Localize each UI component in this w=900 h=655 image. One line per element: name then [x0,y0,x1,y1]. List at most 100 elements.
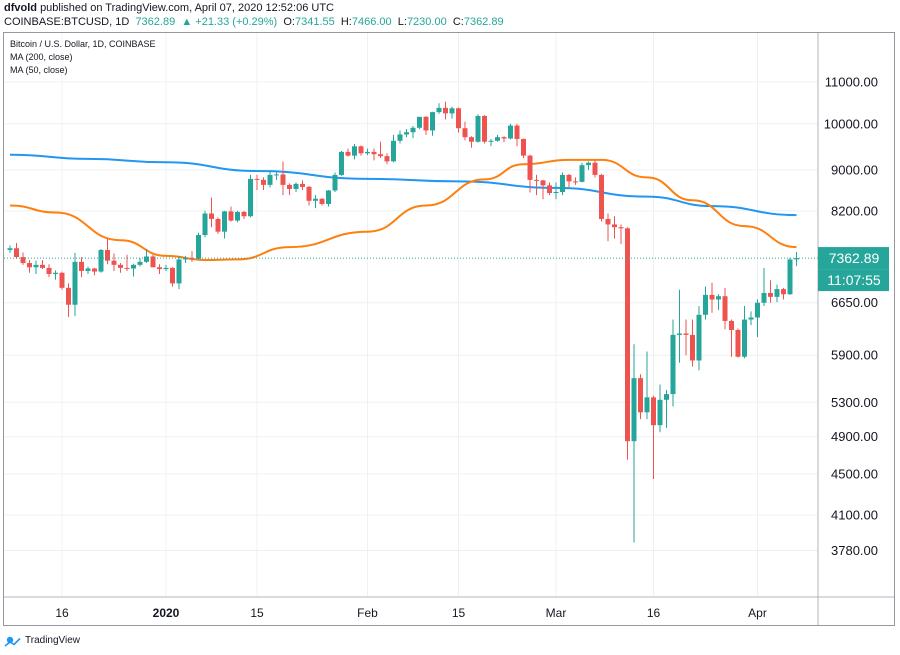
candle [59,271,65,290]
candle [768,280,773,303]
candle [53,270,58,280]
candle [547,182,552,196]
candle [72,252,78,317]
candle-body [150,256,156,268]
x-tick-label: 16 [647,606,661,620]
candle-body [261,179,266,185]
candle-body [306,186,312,201]
candle-body [378,154,383,157]
x-tick-label: 15 [250,606,264,620]
candle [391,134,396,163]
candle-body [781,289,786,295]
candle [696,306,702,371]
candle-body [105,249,110,261]
candle-body [547,185,552,194]
candle-body [287,184,292,189]
ma50-line [9,158,797,262]
candle [742,306,747,359]
candle-body [618,227,624,229]
brand-name: TradingView [25,635,81,646]
candle [306,185,312,206]
candle [514,123,520,147]
candle [787,257,793,295]
x-tick-label: Mar [546,606,567,620]
candle [118,263,123,273]
tradingview-logo-icon [4,636,21,647]
candle [209,197,214,228]
candle-body [449,108,455,114]
candle-body [514,125,520,139]
candle-body [72,261,78,305]
candle-body [456,108,461,129]
candle-body [189,258,195,260]
candle-body [495,137,500,141]
y-tick-label: 9000.00 [831,163,878,178]
candle [482,115,487,144]
candle-body [410,127,416,133]
candle-body [384,156,390,162]
candle [339,150,344,176]
candle [137,258,143,267]
candle-body [397,134,403,141]
price-badge-text: 7362.89 [829,250,880,266]
candle-body [215,218,221,232]
candle [475,114,481,143]
candle [79,257,84,278]
price-change: ▲ +21.33 (+0.29%) [181,16,278,28]
candle-body [332,174,338,191]
candle [560,172,565,196]
candle [274,170,279,180]
candle [677,289,682,363]
candle-body [293,183,299,189]
candle [326,189,331,207]
candle [131,263,136,277]
candle-body [33,264,39,268]
candle [735,328,741,358]
candle [267,170,273,188]
low-label: L: [397,16,407,28]
candle-body [690,334,695,361]
candle-body [267,174,273,185]
candle [722,287,728,330]
candle [664,390,669,428]
candle [397,130,403,144]
candle [27,260,32,273]
candle-body [404,132,409,135]
candle [670,319,676,407]
candle [781,287,786,300]
candle [527,154,533,193]
candle [462,121,468,141]
ohlc-line: COINBASE:BTCUSD, 1D 7362.89 ▲ +21.33 (+0… [4,15,504,29]
candle-body [638,378,643,413]
candle-body [430,112,435,131]
candle-body [66,287,71,305]
candle [105,238,110,265]
candle-body [748,317,754,320]
candle [20,252,26,265]
candle-body [209,213,214,219]
candle-body [274,174,279,176]
candle [690,319,695,367]
candle-body [436,107,442,113]
candle [14,243,19,259]
x-tick-label: Apr [748,606,767,620]
legend-ma200[interactable]: MA (200, close) [10,52,73,62]
candle [443,101,448,120]
candle [46,264,52,278]
time-badge-text: 11:07:55 [827,272,881,288]
footer-brand[interactable]: TradingView [4,634,80,648]
candle-body [365,151,370,154]
candle [794,251,799,267]
candle-body [92,268,97,272]
candle-body [124,267,130,269]
high-label: H: [340,16,352,28]
candle [703,286,708,320]
x-tick-label: Feb [357,606,378,620]
candle-body [573,181,578,183]
legend-ma50[interactable]: MA (50, close) [10,65,68,75]
price-badge-bg [818,247,889,270]
candle-body [475,115,481,142]
candle-body [144,256,149,262]
chart-frame[interactable] [3,32,895,626]
